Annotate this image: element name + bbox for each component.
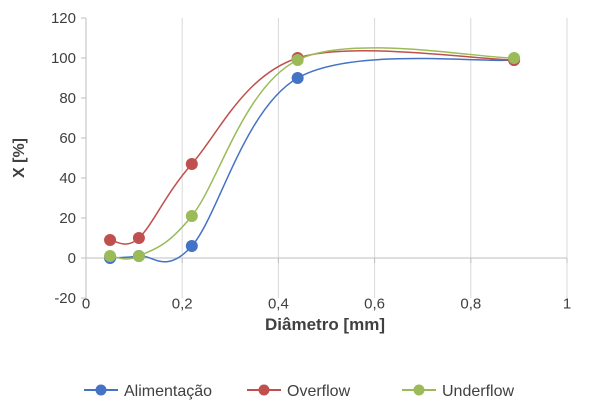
- series-underflow: [104, 47, 521, 262]
- y-tick-label: 60: [59, 130, 76, 147]
- y-tick-label: 120: [51, 10, 76, 27]
- y-tick-label: -20: [54, 290, 76, 307]
- legend-marker: [413, 384, 425, 396]
- x-tick-label: 0,2: [172, 295, 193, 312]
- legend-label: Overflow: [287, 383, 351, 400]
- x-axis-title: Diâmetro [mm]: [265, 315, 385, 334]
- x-tick-label: 0,6: [364, 295, 385, 312]
- y-tick-label: 80: [59, 90, 76, 107]
- axis-layer: [81, 17, 568, 299]
- legend-marker: [95, 384, 107, 396]
- grid-layer: [181, 18, 568, 298]
- data-point: [185, 158, 198, 170]
- legend-item: Overflow: [247, 383, 351, 400]
- series-line: [109, 49, 515, 245]
- legend-item: Alimentação: [84, 383, 212, 400]
- data-point: [291, 72, 304, 84]
- y-axis-title: X [%]: [11, 138, 28, 178]
- series-layer: [104, 47, 521, 264]
- data-point: [104, 234, 117, 246]
- legend-label: Underflow: [442, 383, 514, 400]
- y-tick-label: 100: [51, 50, 76, 67]
- data-point: [104, 250, 117, 262]
- legend-label: Alimentação: [124, 383, 212, 400]
- legend-item: Underflow: [402, 383, 514, 400]
- y-tick-label: 20: [59, 210, 76, 227]
- series-alimentação: [104, 54, 521, 264]
- data-point: [291, 54, 304, 66]
- data-point: [185, 210, 198, 222]
- ticks-layer: 0 0,2 0,4 0,6 0,8 1 -20 0 20 40 60 80 100 120: [51, 10, 571, 312]
- legend-marker: [258, 384, 270, 396]
- x-tick-label: 0,8: [460, 295, 481, 312]
- y-tick-label: 0: [68, 250, 76, 267]
- data-point: [185, 240, 198, 252]
- data-point: [132, 250, 145, 262]
- series-line: [109, 47, 515, 260]
- series-overflow: [104, 49, 521, 246]
- x-tick-label: 0,4: [268, 295, 289, 312]
- x-tick-label: 0: [82, 295, 90, 312]
- x-tick-label: 1: [563, 295, 571, 312]
- legend: Alimentação Overflow Underflow: [84, 383, 514, 400]
- data-point: [132, 232, 145, 244]
- y-tick-label: 40: [59, 170, 76, 187]
- series-line: [109, 57, 515, 263]
- data-point: [508, 52, 521, 64]
